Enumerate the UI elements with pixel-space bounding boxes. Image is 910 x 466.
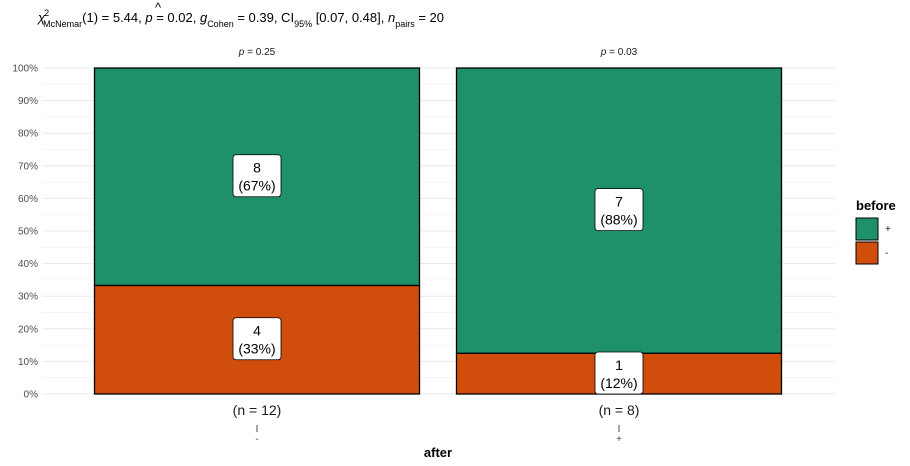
y-tick-label: 10% — [18, 357, 38, 368]
bar-label-count: 1 — [615, 357, 623, 373]
bar-label-box — [594, 188, 644, 232]
category-pvalue: p = 0.25 — [238, 47, 276, 58]
effect-subscript: Cohen — [207, 19, 234, 29]
bar-label-count: 7 — [615, 194, 623, 210]
y-tick-label: 0% — [24, 390, 39, 401]
bar-label: 8 (67%) — [232, 154, 282, 198]
legend-title: before — [856, 198, 896, 213]
legend-label: - — [885, 248, 888, 259]
n-subscript: pairs — [395, 19, 415, 29]
category-pvalue: p = 0.03 — [600, 47, 638, 58]
n-symbol: n — [388, 10, 395, 25]
y-tick-label: 30% — [18, 292, 38, 303]
y-tick-label: 40% — [18, 259, 38, 270]
y-tick-label: 90% — [18, 96, 38, 107]
legend-label: + — [885, 224, 891, 235]
stat-superscript: 2 — [44, 8, 49, 18]
stat-value: (1) = 5.44, — [82, 10, 145, 25]
ci-value: [0.07, 0.48], — [312, 10, 388, 25]
legend-swatch — [855, 217, 879, 241]
bar-label-percent: (33%) — [238, 341, 275, 357]
bar-label-percent: (88%) — [600, 212, 637, 228]
ci-subscript: 95% — [294, 19, 312, 29]
chart-subtitle: χ2 McNemar(1) = 5.44, p = 0.02, gCohen = … — [37, 8, 444, 29]
bar-label-count: 4 — [253, 323, 261, 339]
legend-swatch — [855, 241, 879, 265]
bar-label-percent: (67%) — [238, 178, 275, 194]
legend: before + - — [855, 198, 896, 265]
bars — [93, 67, 783, 395]
n-value: = 20 — [415, 10, 444, 25]
bar-label: 7 (88%) — [594, 188, 644, 232]
y-tick-label: 100% — [12, 64, 38, 75]
bar-label: 4 (33%) — [232, 317, 282, 361]
stat-symbol: χ — [37, 10, 46, 25]
bar-label-count: 8 — [253, 160, 261, 176]
y-tick-label: 80% — [18, 129, 38, 140]
y-tick-label: 50% — [18, 227, 38, 238]
x-axis-title: after — [424, 445, 452, 460]
effect-symbol: g — [200, 10, 208, 25]
bar-label-box — [594, 351, 644, 395]
bar-label-box — [232, 317, 282, 361]
stat-subscript: McNemar — [43, 19, 82, 29]
p-symbol: p — [144, 10, 152, 25]
bar-label: 1 (12%) — [594, 351, 644, 395]
p-value: = 0.02, — [153, 10, 200, 25]
y-axis-ticks: 0% 10% 20% 30% 40% 50% 60% 70% 80% 90% 100% — [12, 64, 38, 401]
y-tick-label: 20% — [18, 324, 38, 335]
bar-label-percent: (12%) — [600, 375, 637, 391]
x-tick-label: + — [616, 434, 622, 445]
effect-hat: ^ — [155, 0, 162, 15]
category-count: (n = 12) — [233, 402, 282, 418]
x-tick-label: - — [255, 434, 258, 445]
x-axis: p = 0.25 (n = 12) - p = 0.03 (n = 8) + — [233, 47, 640, 445]
bar-labels: 4 (33%) 1 (12%) 8 (67%) 7 (88%) — [232, 154, 644, 395]
y-tick-label: 70% — [18, 161, 38, 172]
effect-value: = 0.39, CI — [234, 10, 294, 25]
y-tick-label: 60% — [18, 194, 38, 205]
category-count: (n = 8) — [599, 402, 640, 418]
bar-label-box — [232, 154, 282, 198]
